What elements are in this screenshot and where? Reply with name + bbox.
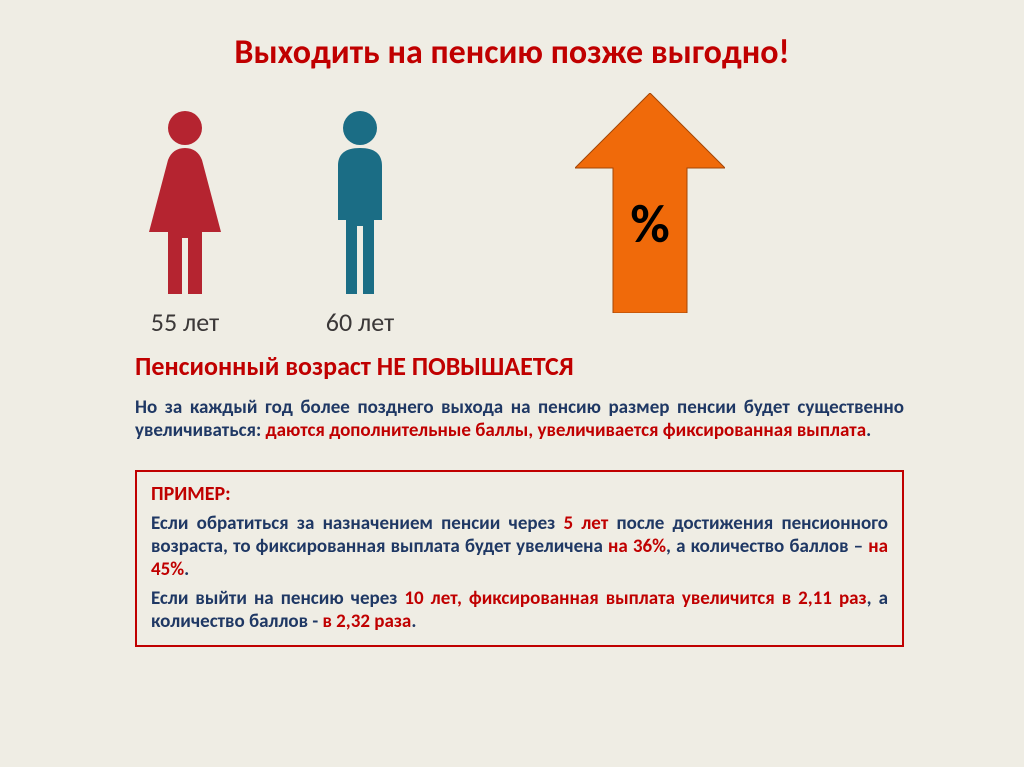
female-icon <box>135 108 235 298</box>
page-title: Выходить на пенсию позже выгодно! <box>0 0 1024 73</box>
male-icon <box>315 108 405 298</box>
ex-t8: . <box>411 610 416 633</box>
ex-r2: на 36% <box>608 535 666 558</box>
ex-t6: , фиксированная выплата увеличится <box>457 587 782 610</box>
female-age-label: 55 лет <box>151 306 219 338</box>
ex-t5: Если выйти на пенсию через <box>151 587 404 610</box>
body-paragraph: Но за каждый год более позднего выхода н… <box>135 396 904 442</box>
example-paragraph-2: Если выйти на пенсию через 10 лет, фикси… <box>151 587 888 633</box>
arrow-block: % <box>575 93 725 318</box>
ex-t1: Если обратиться за назначением пенсии че… <box>151 512 563 535</box>
ex-r4: 10 лет <box>404 587 457 610</box>
body-text-red: даются дополнительные баллы, увеличивает… <box>266 419 867 442</box>
ex-t4: . <box>184 558 189 581</box>
ex-r5: в 2,11 раз <box>782 587 867 610</box>
example-box: ПРИМЕР: Если обратиться за назначением п… <box>135 470 904 647</box>
icons-row: 55 лет 60 лет % <box>135 93 1024 338</box>
ex-r6: в 2,32 раза <box>322 610 411 633</box>
female-block: 55 лет <box>135 108 235 338</box>
ex-t3: , а количество баллов – <box>666 535 868 558</box>
male-age-label: 60 лет <box>326 306 394 338</box>
percent-symbol: % <box>630 191 669 257</box>
male-block: 60 лет <box>315 108 405 338</box>
example-title: ПРИМЕР: <box>151 482 888 506</box>
subtitle: Пенсионный возраст НЕ ПОВЫШАЕТСЯ <box>135 350 1024 382</box>
body-text-end: . <box>866 419 871 442</box>
example-paragraph-1: Если обратиться за назначением пенсии че… <box>151 512 888 581</box>
ex-r1: 5 лет <box>563 512 608 535</box>
